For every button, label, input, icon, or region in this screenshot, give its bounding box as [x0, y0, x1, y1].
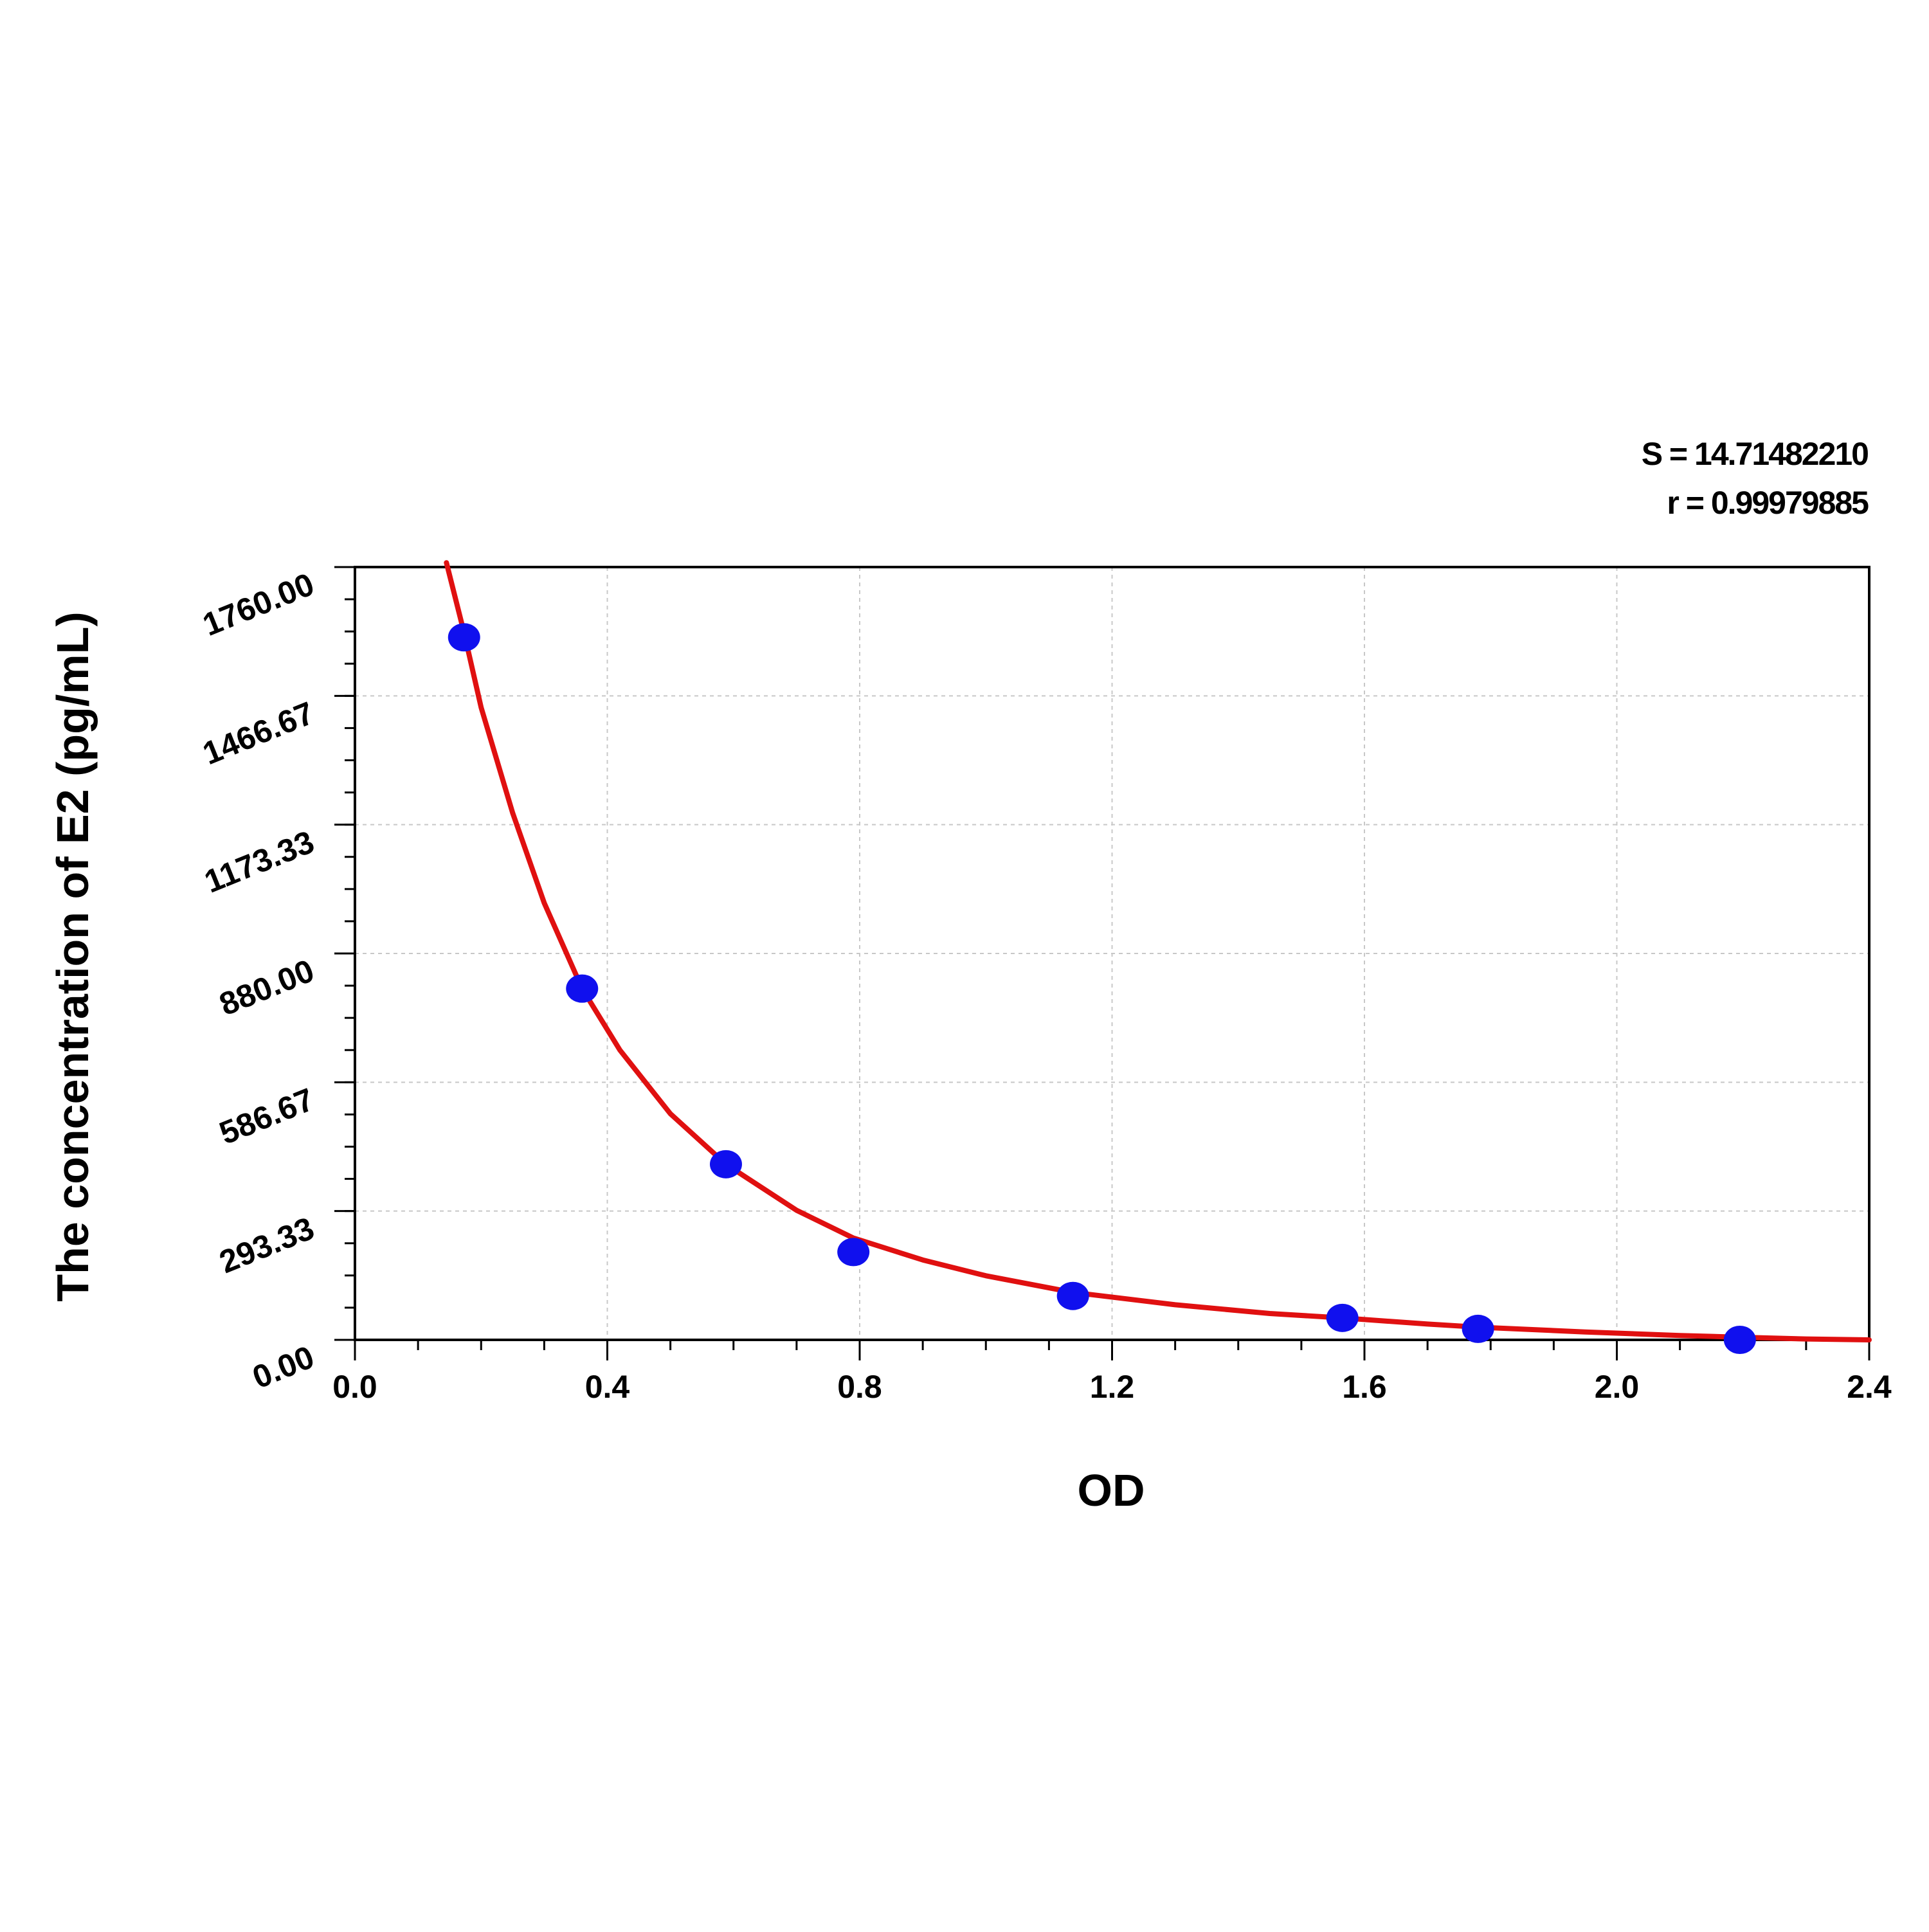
y-tick-label: 1173.33 — [199, 824, 319, 900]
fit-curve — [444, 560, 1872, 1342]
x-tick-label: 2.0 — [1595, 1369, 1640, 1405]
data-point — [566, 974, 599, 1003]
ticks — [334, 566, 1870, 1360]
x-tick-label: 2.4 — [1847, 1369, 1892, 1405]
stat-r-value: r = 0.99979885 — [1667, 485, 1869, 521]
fit-curve-layer — [444, 560, 1872, 1342]
y-tick-label: 1466.67 — [198, 695, 320, 772]
stat-s-value: S = 14.71482210 — [1642, 436, 1868, 472]
x-tick-label: 1.6 — [1342, 1369, 1387, 1405]
data-point — [448, 623, 480, 652]
data-point — [1723, 1326, 1756, 1354]
data-point — [1326, 1303, 1359, 1332]
y-tick-label: 586.67 — [214, 1081, 319, 1151]
x-tick-label: 0.4 — [585, 1369, 630, 1405]
data-point — [1462, 1314, 1494, 1343]
y-tick-label: 1760.00 — [198, 566, 320, 643]
x-tick-label: 0.8 — [837, 1369, 882, 1405]
data-points — [448, 623, 1756, 1354]
tick-labels: 0.0 0.4 0.8 1.2 1.6 2.0 2.4 0.00 293.33 586.67 880… — [198, 566, 1892, 1405]
data-point — [1056, 1281, 1089, 1310]
x-tick-label: 0.0 — [332, 1369, 377, 1405]
data-point — [837, 1238, 870, 1267]
y-axis-title: The concentration of E2 (pg/mL) — [48, 611, 98, 1301]
data-point — [709, 1150, 742, 1178]
y-tick-label: 0.00 — [248, 1339, 319, 1395]
y-tick-label: 293.33 — [214, 1210, 319, 1280]
x-tick-label: 1.2 — [1090, 1369, 1135, 1405]
y-tick-label: 880.00 — [214, 952, 319, 1022]
grid — [355, 567, 1869, 1340]
x-axis-title: OD — [1078, 1465, 1145, 1515]
